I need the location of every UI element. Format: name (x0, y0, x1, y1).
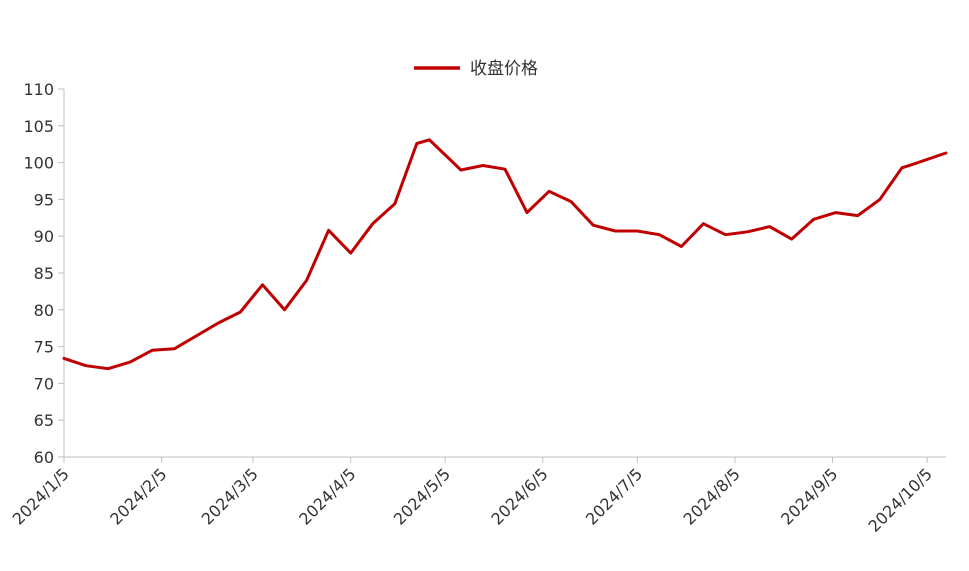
x-tick-label: 2024/6/5 (487, 464, 551, 528)
y-tick-label: 95 (34, 190, 54, 209)
x-tick-label: 2024/8/5 (680, 464, 744, 528)
y-tick-label: 100 (23, 154, 54, 173)
y-tick-label: 65 (34, 411, 54, 430)
x-tick-label: 2024/2/5 (106, 464, 170, 528)
x-tick-label: 2024/3/5 (198, 464, 262, 528)
y-tick-label: 60 (34, 448, 54, 467)
y-tick-label: 75 (34, 338, 54, 357)
series-line-closing-price (62, 138, 948, 371)
y-tick-label: 105 (23, 117, 54, 136)
x-tick-label: 2024/10/5 (864, 464, 935, 535)
series-group (62, 138, 948, 371)
y-tick-label: 110 (23, 80, 54, 99)
x-tick-label: 2024/1/5 (9, 464, 73, 528)
x-tick-label: 2024/9/5 (777, 464, 841, 528)
x-tick-labels: 2024/1/5 2024/2/5 2024/3/5 2024/4/5 2024/5/5… (9, 457, 936, 536)
y-tick-label: 90 (34, 227, 54, 246)
y-tick-labels: 60 65 70 75 80 85 90 95 100 105 110 (23, 80, 64, 467)
legend: 收盘价格 (414, 59, 538, 79)
y-tick-label: 85 (34, 264, 54, 283)
x-tick-label: 2024/5/5 (390, 464, 454, 528)
y-tick-label: 70 (34, 374, 54, 393)
y-tick-label: 80 (34, 301, 54, 320)
axes (63, 89, 946, 458)
x-tick-label: 2024/7/5 (582, 464, 646, 528)
x-tick-label: 2024/4/5 (295, 464, 359, 528)
legend-label: 收盘价格 (470, 59, 538, 79)
